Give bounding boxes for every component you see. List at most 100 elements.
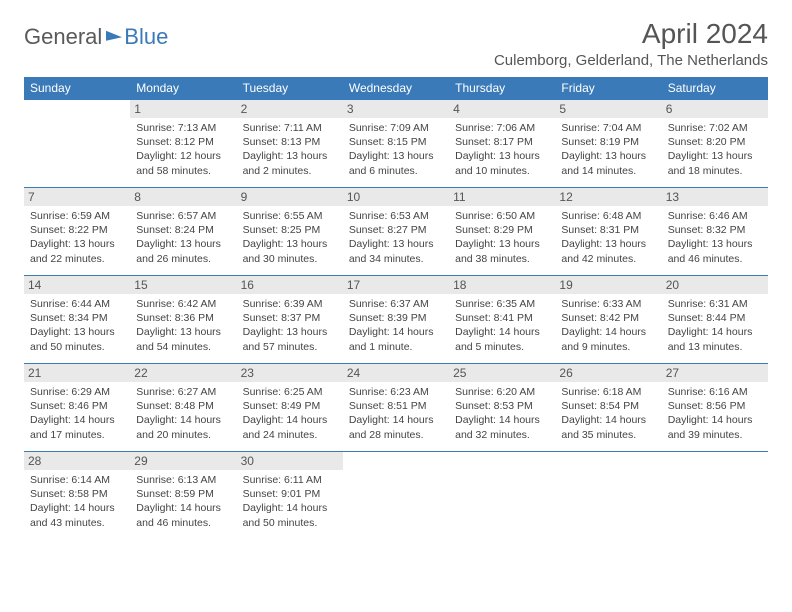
calendar-cell: 12 Sunrise: 6:48 AMSunset: 8:31 PMDayligh… (555, 188, 661, 276)
sunset-line: Sunset: 8:41 PM (455, 311, 549, 325)
sunset-line: Sunset: 8:15 PM (349, 135, 443, 149)
calendar-cell (24, 100, 130, 188)
sunset-line: Sunset: 8:48 PM (136, 399, 230, 413)
calendar-cell (449, 452, 555, 540)
day-number: 2 (237, 100, 343, 118)
calendar-cell: 28Sunrise: 6:14 AMSunset: 8:58 PMDayligh… (24, 452, 130, 540)
sunrise-line: Sunrise: 7:06 AM (455, 121, 549, 135)
cell-text: Sunrise: 6:53 AMSunset: 8:27 PMDaylight:… (349, 209, 443, 266)
daylight2-line: and 5 minutes. (455, 340, 549, 354)
weekday-header: Wednesday (343, 77, 449, 100)
calendar-cell: 22 Sunrise: 6:27 AMSunset: 8:48 PMDayligh… (130, 364, 236, 452)
sunset-line: Sunset: 8:25 PM (243, 223, 337, 237)
calendar-row: 28Sunrise: 6:14 AMSunset: 8:58 PMDayligh… (24, 452, 768, 540)
weekday-header: Monday (130, 77, 236, 100)
day-number: 11 (449, 188, 555, 206)
daylight2-line: and 28 minutes. (349, 428, 443, 442)
calendar-cell: 7Sunrise: 6:59 AMSunset: 8:22 PMDaylight… (24, 188, 130, 276)
calendar-cell: 29Sunrise: 6:13 AMSunset: 8:59 PMDayligh… (130, 452, 236, 540)
sunrise-line: Sunrise: 6:14 AM (30, 473, 124, 487)
sunrise-line: Sunrise: 6:29 AM (30, 385, 124, 399)
sunrise-line: Sunrise: 6:48 AM (561, 209, 655, 223)
daylight1-line: Daylight: 14 hours (455, 325, 549, 339)
weekday-header: Friday (555, 77, 661, 100)
sunset-line: Sunset: 8:12 PM (136, 135, 230, 149)
daylight1-line: Daylight: 14 hours (561, 413, 655, 427)
day-number: 15 (130, 276, 236, 294)
sunrise-line: Sunrise: 6:46 AM (668, 209, 762, 223)
day-number: 3 (343, 100, 449, 118)
calendar-row: 14Sunrise: 6:44 AMSunset: 8:34 PMDayligh… (24, 276, 768, 364)
day-number: 12 (555, 188, 661, 206)
daylight1-line: Daylight: 14 hours (561, 325, 655, 339)
daylight2-line: and 54 minutes. (136, 340, 230, 354)
daylight1-line: Daylight: 14 hours (136, 413, 230, 427)
calendar-cell: 5Sunrise: 7:04 AMSunset: 8:19 PMDaylight… (555, 100, 661, 188)
cell-text: Sunrise: 6:31 AMSunset: 8:44 PMDaylight:… (668, 297, 762, 354)
day-number: 4 (449, 100, 555, 118)
calendar-cell: 13Sunrise: 6:46 AMSunset: 8:32 PMDayligh… (662, 188, 768, 276)
day-number: 1 (130, 100, 236, 118)
sunrise-line: Sunrise: 6:27 AM (136, 385, 230, 399)
sunset-line: Sunset: 8:19 PM (561, 135, 655, 149)
day-number: 9 (237, 188, 343, 206)
day-number: 26 (555, 364, 661, 382)
sunrise-line: Sunrise: 7:04 AM (561, 121, 655, 135)
sunrise-line: Sunrise: 6:25 AM (243, 385, 337, 399)
day-number: 7 (24, 188, 130, 206)
calendar-cell: 15 Sunrise: 6:42 AMSunset: 8:36 PMDayligh… (130, 276, 236, 364)
logo-text-blue: Blue (124, 24, 168, 50)
calendar-cell: 16Sunrise: 6:39 AMSunset: 8:37 PMDayligh… (237, 276, 343, 364)
daylight1-line: Daylight: 13 hours (668, 237, 762, 251)
logo-text-general: General (24, 24, 102, 50)
sunset-line: Sunset: 8:22 PM (30, 223, 124, 237)
cell-text: Sunrise: 6:39 AMSunset: 8:37 PMDaylight:… (243, 297, 337, 354)
day-number: 23 (237, 364, 343, 382)
calendar-cell (662, 452, 768, 540)
daylight2-line: and 10 minutes. (455, 164, 549, 178)
cell-text: Sunrise: 6:11 AMSunset: 9:01 PMDaylight:… (243, 473, 337, 530)
daylight2-line: and 32 minutes. (455, 428, 549, 442)
daylight1-line: Daylight: 13 hours (136, 237, 230, 251)
cell-text: Sunrise: 6:33 AMSunset: 8:42 PMDaylight:… (561, 297, 655, 354)
sunrise-line: Sunrise: 6:11 AM (243, 473, 337, 487)
cell-text: Sunrise: 6:27 AMSunset: 8:48 PMDaylight:… (136, 385, 230, 442)
cell-text: Sunrise: 6:48 AMSunset: 8:31 PMDaylight:… (561, 209, 655, 266)
sunrise-line: Sunrise: 6:59 AM (30, 209, 124, 223)
daylight2-line: and 6 minutes. (349, 164, 443, 178)
cell-text: Sunrise: 7:09 AMSunset: 8:15 PMDaylight:… (349, 121, 443, 178)
sunset-line: Sunset: 8:36 PM (136, 311, 230, 325)
calendar-row: 1Sunrise: 7:13 AMSunset: 8:12 PMDaylight… (24, 100, 768, 188)
cell-text: Sunrise: 6:42 AMSunset: 8:36 PMDaylight:… (136, 297, 230, 354)
sunrise-line: Sunrise: 6:53 AM (349, 209, 443, 223)
sunrise-line: Sunrise: 7:11 AM (243, 121, 337, 135)
daylight2-line: and 38 minutes. (455, 252, 549, 266)
daylight1-line: Daylight: 14 hours (30, 501, 124, 515)
logo-triangle-icon (106, 27, 122, 40)
calendar-cell: 20Sunrise: 6:31 AMSunset: 8:44 PMDayligh… (662, 276, 768, 364)
daylight1-line: Daylight: 13 hours (243, 149, 337, 163)
calendar-cell: 9Sunrise: 6:55 AMSunset: 8:25 PMDaylight… (237, 188, 343, 276)
calendar-row: 7 Sunrise: 6:59 AMSunset: 8:22 PM Daylight… (24, 188, 768, 276)
sunrise-line: Sunrise: 6:18 AM (561, 385, 655, 399)
daylight1-line: Daylight: 13 hours (668, 149, 762, 163)
day-number: 6 (662, 100, 768, 118)
sunrise-line: Sunrise: 6:44 AM (30, 297, 124, 311)
sunset-line: Sunset: 8:59 PM (136, 487, 230, 501)
sunrise-line: Sunrise: 6:33 AM (561, 297, 655, 311)
sunset-line: Sunset: 8:32 PM (668, 223, 762, 237)
daylight1-line: Daylight: 14 hours (30, 413, 124, 427)
day-number: 22 (130, 364, 236, 382)
daylight2-line: and 46 minutes. (668, 252, 762, 266)
calendar-cell: 23Sunrise: 6:25 AMSunset: 8:49 PMDayligh… (237, 364, 343, 452)
weekday-header: Sunday (24, 77, 130, 100)
daylight2-line: and 13 minutes. (668, 340, 762, 354)
sunrise-line: Sunrise: 6:57 AM (136, 209, 230, 223)
sunset-line: Sunset: 8:27 PM (349, 223, 443, 237)
daylight1-line: Daylight: 14 hours (455, 413, 549, 427)
month-title: April 2024 (494, 18, 768, 50)
daylight2-line: and 18 minutes. (668, 164, 762, 178)
sunrise-line: Sunrise: 6:20 AM (455, 385, 549, 399)
sunset-line: Sunset: 8:56 PM (668, 399, 762, 413)
daylight2-line: and 57 minutes. (243, 340, 337, 354)
